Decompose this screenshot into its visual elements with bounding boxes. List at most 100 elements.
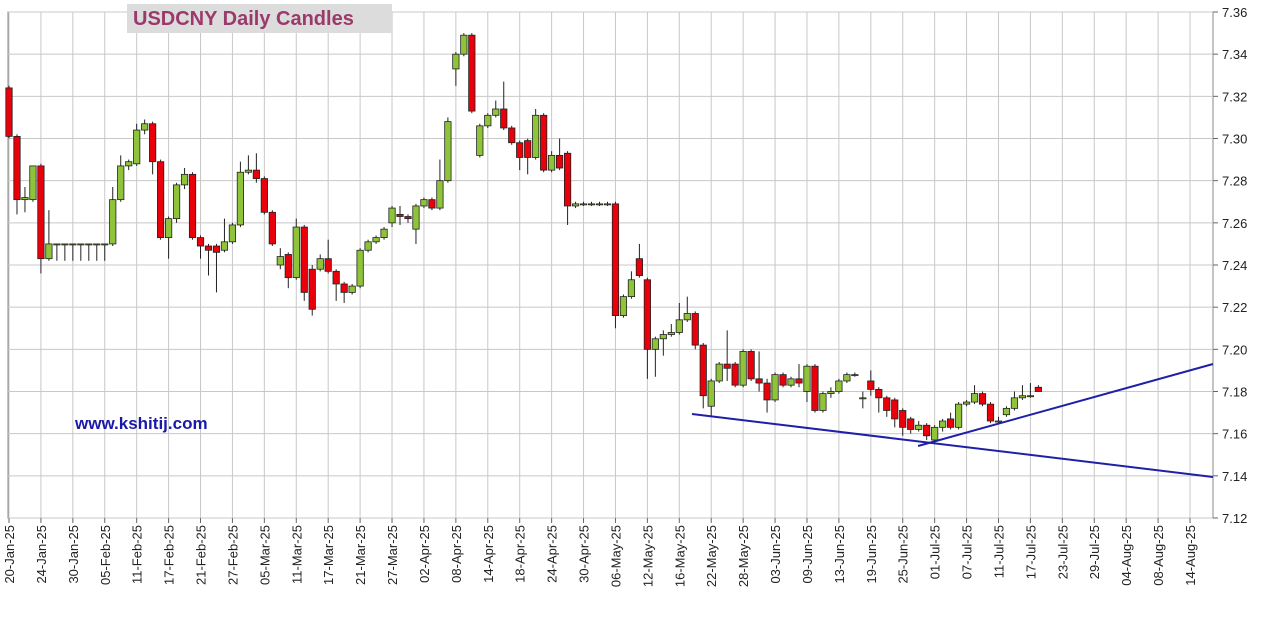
candle-body xyxy=(260,178,268,213)
candle-body xyxy=(252,169,260,179)
candle-body xyxy=(915,424,923,430)
candle-body xyxy=(61,243,69,246)
candle-body xyxy=(579,203,588,206)
x-tick-label: 05-Feb-25 xyxy=(98,525,113,585)
candle-body xyxy=(452,53,460,70)
x-tick-label: 07-Jul-25 xyxy=(960,525,975,579)
candle-body xyxy=(444,121,452,182)
candle-body xyxy=(420,199,428,207)
candle-body xyxy=(508,127,516,144)
candle-body xyxy=(859,397,867,400)
candle-body xyxy=(109,199,117,245)
y-tick-label: 7.28 xyxy=(1222,174,1247,189)
candle-body xyxy=(356,249,364,287)
candle-body xyxy=(923,424,931,437)
x-tick-label: 09-Jun-25 xyxy=(800,525,815,584)
candle-body xyxy=(723,363,731,369)
candle-body xyxy=(300,226,308,293)
candle-body xyxy=(755,378,763,384)
y-tick-label: 7.34 xyxy=(1222,47,1247,62)
candle-body xyxy=(835,380,843,392)
y-tick-label: 7.36 xyxy=(1222,5,1247,20)
candle-body xyxy=(133,129,141,165)
candle-body xyxy=(532,114,540,158)
candle-body xyxy=(931,426,939,441)
chart-title: USDCNY Daily Candles xyxy=(133,8,354,30)
candle-body xyxy=(117,165,125,201)
candle-body xyxy=(484,114,492,127)
candle-body xyxy=(165,218,173,238)
axis-labels: 7.12 7.14 7.16 7.18 7.20 7.22 7.24 7.26 7.28 7.30… xyxy=(2,5,1247,587)
candle-body xyxy=(603,203,612,206)
candle-body xyxy=(141,123,149,131)
candle-body xyxy=(715,363,723,382)
candle-body xyxy=(220,241,229,251)
y-tick-label: 7.24 xyxy=(1222,258,1247,273)
candle-body xyxy=(667,332,675,335)
candle-body xyxy=(827,391,835,395)
candle-body xyxy=(69,243,77,246)
x-tick-label: 17-Feb-25 xyxy=(162,525,177,585)
y-tick-label: 7.22 xyxy=(1222,300,1247,315)
candle-body xyxy=(236,171,245,226)
x-tick-label: 27-Feb-25 xyxy=(225,525,240,585)
candle-body xyxy=(691,313,699,346)
candle-body xyxy=(101,243,109,246)
candle-body xyxy=(1018,395,1027,399)
candle-body xyxy=(699,344,707,397)
candle-body xyxy=(93,243,101,246)
candle-body xyxy=(524,140,532,158)
candle-body xyxy=(675,319,683,333)
candle-body xyxy=(651,338,659,350)
x-tick-label: 11-Mar-25 xyxy=(289,525,304,584)
y-tick-label: 7.16 xyxy=(1222,427,1247,442)
candle-body xyxy=(571,203,580,207)
candle-body xyxy=(332,270,340,285)
candle-body xyxy=(396,213,404,217)
candle-body xyxy=(77,243,85,246)
candle-body xyxy=(970,393,979,403)
candle-body xyxy=(37,165,45,260)
candle-body xyxy=(172,184,181,220)
candle-body xyxy=(284,254,292,279)
x-tick-label: 29-Jul-25 xyxy=(1087,525,1102,579)
y-tick-label: 7.32 xyxy=(1222,89,1247,104)
candle-body xyxy=(380,228,388,238)
candle-body xyxy=(635,258,643,276)
title-box xyxy=(127,4,392,33)
x-tick-label: 04-Aug-25 xyxy=(1119,525,1134,586)
y-tick-label: 7.18 xyxy=(1222,385,1247,400)
candle-body xyxy=(939,420,947,428)
candle-body xyxy=(891,399,899,420)
candle-body xyxy=(739,351,747,386)
candle-body xyxy=(1026,395,1034,398)
candle-body xyxy=(1034,386,1042,392)
x-tick-label: 24-Jan-25 xyxy=(34,525,49,584)
x-tick-label: 25-Jun-25 xyxy=(896,525,911,584)
candle-body xyxy=(13,135,21,201)
candle-body xyxy=(340,283,348,293)
candle-body xyxy=(875,388,883,399)
candle-body xyxy=(268,211,276,245)
candle-body xyxy=(212,245,221,253)
candle-body xyxy=(907,418,915,430)
candle-body xyxy=(21,197,29,201)
grid xyxy=(8,11,1218,523)
candle-body xyxy=(404,216,412,220)
candle-body xyxy=(731,363,739,386)
candle-body xyxy=(771,374,779,401)
candle-body xyxy=(899,410,907,428)
x-tick-label: 28-May-25 xyxy=(736,525,751,587)
candle-body xyxy=(5,87,13,137)
candle-body xyxy=(994,420,1003,423)
x-tick-label: 23-Jul-25 xyxy=(1055,525,1070,579)
x-tick-label: 17-Mar-25 xyxy=(321,525,336,585)
candle-body xyxy=(627,279,636,298)
candle-body xyxy=(851,374,859,377)
x-tick-label: 12-May-25 xyxy=(640,525,655,587)
x-tick-label: 30-Apr-25 xyxy=(577,525,592,583)
x-tick-label: 18-Apr-25 xyxy=(513,525,528,583)
candle-body xyxy=(803,365,811,392)
candle-body xyxy=(843,374,851,382)
candle-body xyxy=(811,365,819,411)
